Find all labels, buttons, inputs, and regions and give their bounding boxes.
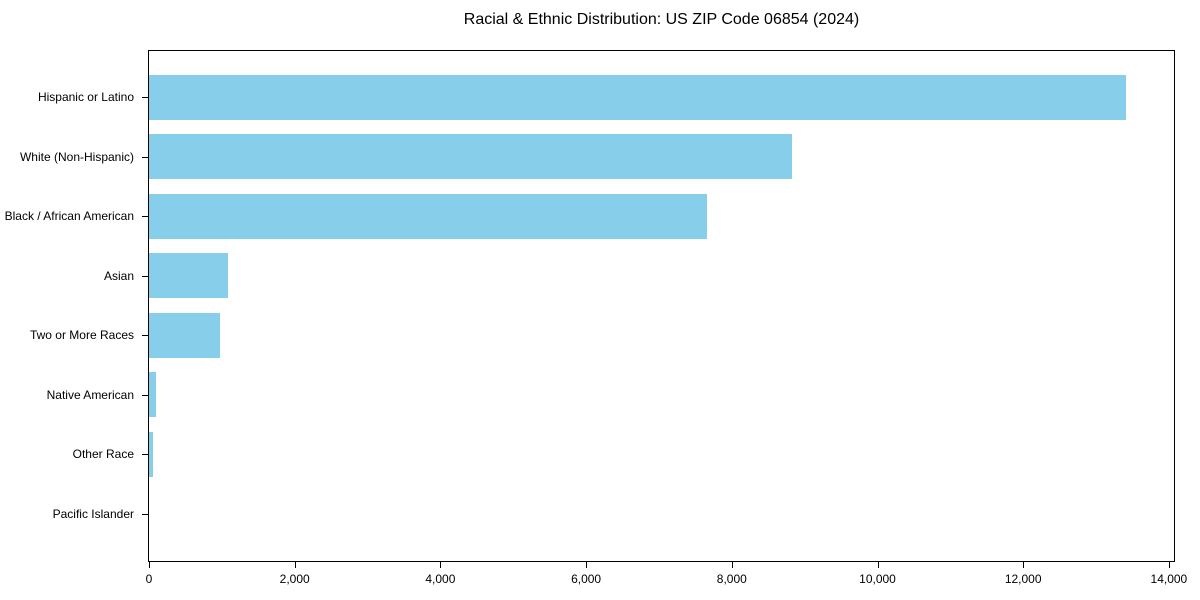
bar-other-race [149, 431, 154, 477]
y-tick-label: White (Non-Hispanic) [19, 149, 134, 164]
bar-hispanic-or-latino [149, 74, 1126, 120]
x-tick-label: 2,000 [279, 572, 310, 586]
y-tick-label: Pacific Islander [52, 506, 134, 521]
x-tick-mark [1023, 562, 1025, 568]
y-tick-label: Hispanic or Latino [37, 90, 134, 105]
chart-title: Racial & Ethnic Distribution: US ZIP Cod… [463, 11, 860, 28]
y-tick-label: Asian [103, 268, 134, 283]
y-tick-mark [142, 156, 148, 158]
y-tick-mark [142, 335, 148, 337]
x-tick-label: 8,000 [716, 572, 747, 586]
x-tick-label: 6,000 [571, 572, 602, 586]
y-tick-label: Other Race [72, 447, 134, 462]
x-tick-label: 12,000 [1004, 572, 1042, 586]
x-tick-mark [731, 562, 733, 568]
x-tick-mark [440, 562, 442, 568]
bar-asian [149, 253, 228, 299]
x-tick-label: 14,000 [1150, 572, 1188, 586]
plot-area [148, 50, 1175, 562]
y-tick-mark [142, 216, 148, 218]
y-tick-label: Two or More Races [29, 328, 134, 343]
bar-white-non-hispanic- [149, 134, 793, 180]
y-tick-mark [142, 394, 148, 396]
y-tick-mark [142, 275, 148, 277]
x-tick-mark [877, 562, 879, 568]
x-tick-label: 0 [145, 572, 153, 586]
x-tick-mark [1168, 562, 1170, 568]
bar-native-american [149, 372, 156, 418]
x-tick-mark [586, 562, 588, 568]
bar-black-african-american [149, 193, 707, 239]
y-tick-mark [142, 513, 148, 515]
x-tick-mark [294, 562, 296, 568]
y-tick-mark [142, 97, 148, 99]
y-tick-label: Black / African American [4, 209, 134, 224]
y-tick-label: Native American [46, 387, 134, 402]
x-tick-label: 10,000 [859, 572, 896, 586]
x-tick-mark [149, 562, 150, 568]
bar-two-or-more-races [149, 312, 220, 358]
y-tick-mark [142, 454, 148, 456]
x-tick-label: 4,000 [425, 572, 456, 586]
